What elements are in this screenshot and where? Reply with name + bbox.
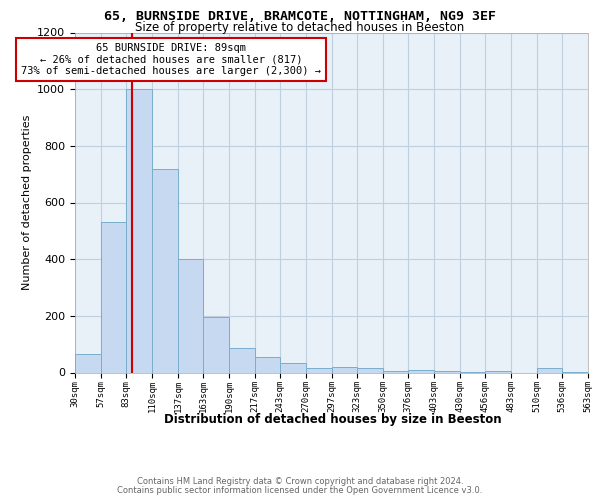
Bar [357, 368, 383, 372]
Bar [485, 371, 511, 372]
Bar [434, 371, 460, 372]
Bar [203, 318, 229, 372]
Bar [280, 362, 306, 372]
Text: Distribution of detached houses by size in Beeston: Distribution of detached houses by size … [164, 412, 502, 426]
Bar [152, 168, 178, 372]
Y-axis label: Number of detached properties: Number of detached properties [22, 115, 32, 290]
Bar [229, 348, 255, 372]
Text: Contains HM Land Registry data © Crown copyright and database right 2024.: Contains HM Land Registry data © Crown c… [137, 477, 463, 486]
Text: Size of property relative to detached houses in Beeston: Size of property relative to detached ho… [136, 21, 464, 34]
Text: 65, BURNSIDE DRIVE, BRAMCOTE, NOTTINGHAM, NG9 3EF: 65, BURNSIDE DRIVE, BRAMCOTE, NOTTINGHAM… [104, 10, 496, 23]
Bar [101, 222, 126, 372]
Bar [255, 357, 280, 372]
Bar [178, 259, 203, 372]
Bar [408, 370, 434, 372]
Bar [306, 368, 332, 372]
Bar [75, 354, 101, 372]
Bar [537, 368, 562, 372]
Bar [383, 371, 408, 372]
Bar [126, 89, 152, 372]
Bar [332, 367, 357, 372]
Text: Contains public sector information licensed under the Open Government Licence v3: Contains public sector information licen… [118, 486, 482, 495]
Text: 65 BURNSIDE DRIVE: 89sqm
← 26% of detached houses are smaller (817)
73% of semi-: 65 BURNSIDE DRIVE: 89sqm ← 26% of detach… [21, 43, 321, 76]
